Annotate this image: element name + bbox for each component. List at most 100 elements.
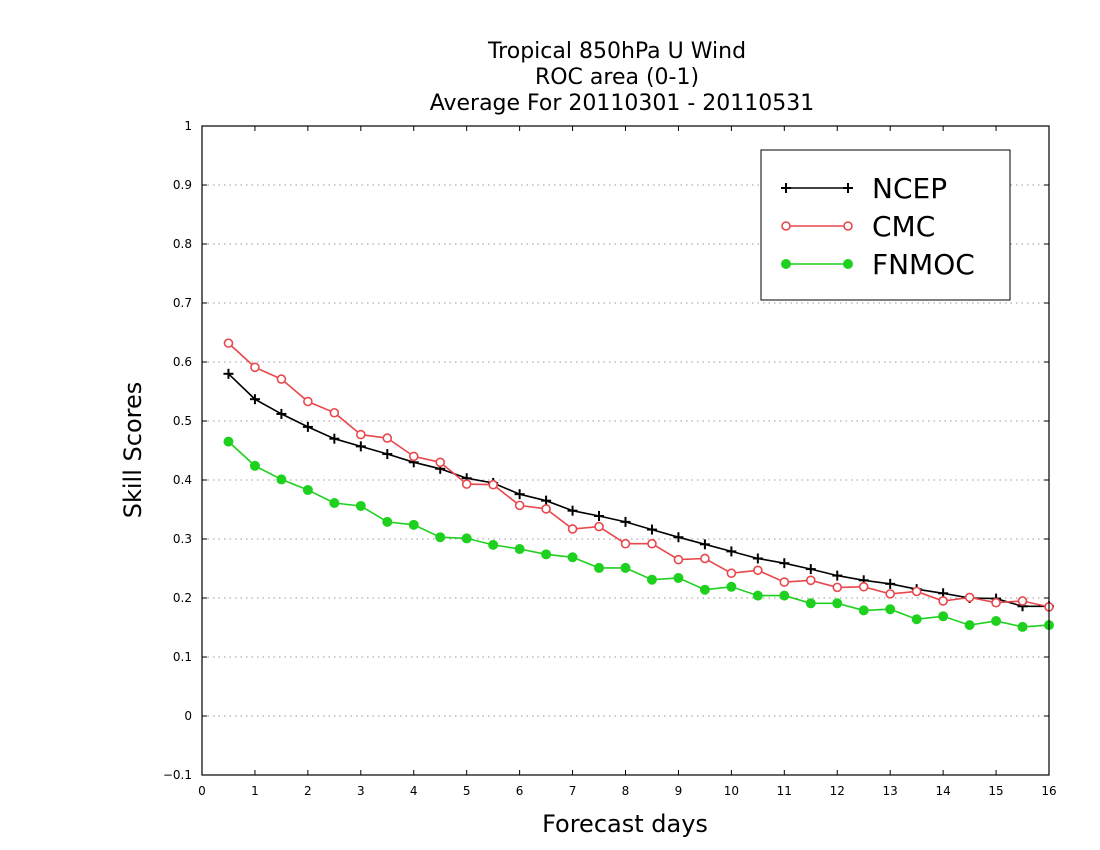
data-point-cmc — [805, 575, 816, 586]
x-tick-label: 12 — [830, 784, 845, 798]
x-tick-label: 9 — [675, 784, 683, 798]
series-fnmoc — [223, 436, 1054, 632]
data-point-cmc — [858, 581, 869, 592]
data-point-cmc — [303, 396, 313, 407]
data-point-cmc — [250, 362, 260, 373]
x-tick-label: 15 — [988, 784, 1003, 798]
data-point-cmc — [620, 538, 631, 549]
data-point-fnmoc — [752, 590, 763, 601]
data-point-ncep — [541, 495, 552, 506]
data-point-cmc — [223, 338, 234, 348]
data-point-cmc — [938, 596, 948, 606]
data-point-cmc — [832, 582, 843, 593]
legend-marker — [843, 221, 853, 231]
data-point-fnmoc — [620, 562, 631, 573]
data-point-cmc — [911, 586, 922, 597]
data-point-ncep — [329, 433, 340, 444]
data-point-fnmoc — [1017, 621, 1028, 632]
data-point-ncep — [752, 553, 763, 564]
data-point-cmc — [329, 407, 340, 418]
data-point-fnmoc — [488, 539, 499, 550]
data-point-fnmoc — [594, 562, 605, 573]
legend-marker — [843, 259, 853, 269]
x-tick-label: 0 — [198, 784, 206, 798]
data-point-cmc — [700, 553, 710, 564]
legend-marker — [781, 221, 791, 231]
plot-frame — [201, 125, 1050, 776]
data-point-ncep — [779, 558, 790, 569]
data-point-fnmoc — [461, 533, 472, 544]
data-point-fnmoc — [938, 611, 949, 622]
data-point-fnmoc — [726, 581, 737, 592]
data-point-fnmoc — [567, 552, 578, 563]
data-point-fnmoc — [646, 574, 657, 585]
data-point-ncep — [885, 578, 896, 589]
data-point-fnmoc — [408, 519, 419, 530]
data-point-ncep — [805, 564, 816, 575]
data-point-ncep — [514, 489, 525, 500]
data-point-cmc — [435, 457, 446, 468]
x-tick-label: 7 — [569, 784, 577, 798]
data-point-cmc — [753, 565, 763, 576]
legend-marker — [843, 183, 853, 193]
y-tick-label: 0.1 — [173, 650, 192, 664]
data-point-cmc — [382, 433, 393, 443]
x-tick-label: 14 — [935, 784, 950, 798]
x-tick-label: 13 — [883, 784, 898, 798]
data-point-ncep — [276, 408, 287, 419]
data-point-cmc — [276, 374, 287, 384]
series-line-ncep — [227, 373, 1049, 608]
legend-item-cmc: CMC — [781, 210, 935, 243]
legend-marker — [781, 183, 791, 193]
x-tick-label: 2 — [304, 784, 312, 798]
y-tick-label: 0.7 — [173, 296, 192, 310]
data-point-cmc — [541, 504, 551, 514]
data-point-fnmoc — [991, 616, 1002, 627]
y-tick-label: −0.1 — [163, 768, 192, 782]
data-point-ncep — [646, 524, 657, 535]
legend-item-ncep: NCEP — [781, 172, 947, 205]
series-cmc — [223, 338, 1054, 612]
x-axis-ticks: 0 1 2 3 4 5 6 7 8 9 10 11 12 13 14 15 16 — [198, 126, 1057, 798]
x-tick-label: 3 — [357, 784, 365, 798]
data-point-ncep — [382, 449, 393, 460]
data-point-cmc — [647, 538, 657, 549]
data-point-fnmoc — [514, 544, 525, 555]
data-point-ncep — [620, 516, 631, 527]
x-axis-label: Forecast days — [542, 810, 708, 838]
data-point-ncep — [567, 505, 578, 516]
chart-title-line-2: ROC area (0-1) — [535, 65, 699, 90]
data-point-fnmoc — [355, 500, 366, 511]
x-tick-label: 10 — [724, 784, 739, 798]
y-tick-label: 0.9 — [173, 178, 192, 192]
data-point-fnmoc — [779, 590, 790, 601]
legend-label-cmc: CMC — [872, 210, 935, 243]
data-point-fnmoc — [382, 516, 393, 527]
legend-label-fnmoc: FNMOC — [872, 248, 975, 281]
data-point-ncep — [594, 510, 605, 521]
x-tick-label: 11 — [777, 784, 792, 798]
data-point-cmc — [991, 597, 1001, 608]
legend-item-fnmoc: FNMOC — [781, 248, 975, 281]
legend-label-ncep: NCEP — [872, 172, 947, 205]
data-point-cmc — [514, 500, 525, 511]
y-tick-label: 0.8 — [173, 237, 192, 251]
data-point-cmc — [408, 451, 419, 462]
data-point-cmc — [1017, 596, 1028, 606]
data-point-cmc — [779, 577, 790, 587]
x-tick-label: 1 — [251, 784, 259, 798]
data-point-fnmoc — [911, 614, 922, 625]
legend-marker — [781, 259, 791, 269]
y-axis-label: Skill Scores — [119, 382, 147, 519]
data-point-fnmoc — [805, 598, 816, 609]
data-point-ncep — [726, 546, 737, 557]
series-layer — [223, 338, 1054, 632]
data-point-ncep — [673, 532, 684, 543]
legend: NCEP CMC FNMOC — [760, 149, 1011, 301]
data-point-ncep — [249, 394, 260, 405]
x-tick-label: 5 — [463, 784, 471, 798]
x-tick-label: 6 — [516, 784, 524, 798]
data-point-ncep — [223, 368, 234, 379]
data-point-fnmoc — [302, 485, 313, 496]
